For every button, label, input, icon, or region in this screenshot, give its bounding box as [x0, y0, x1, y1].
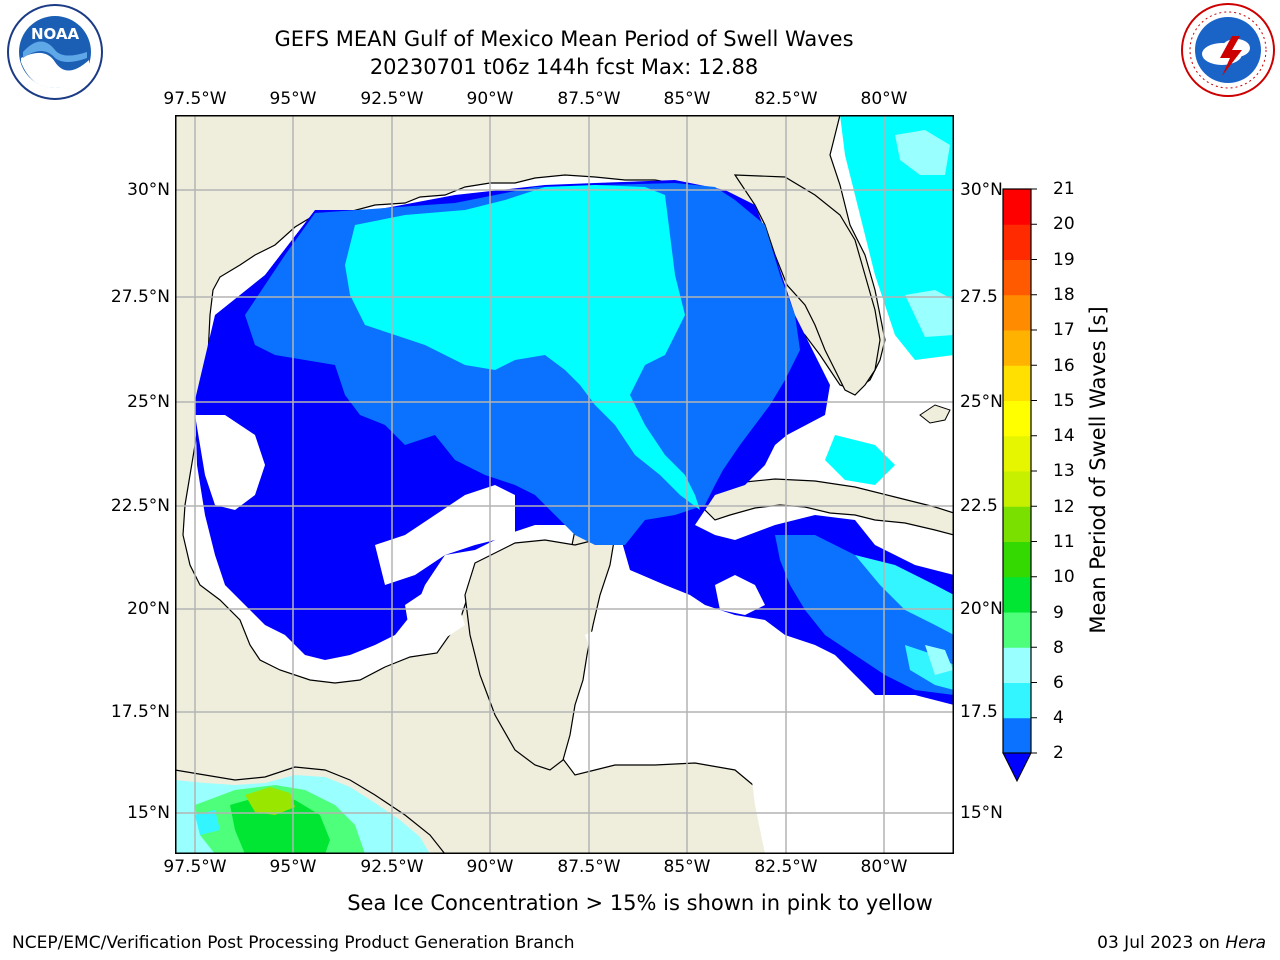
land-florida [733, 174, 881, 396]
lat-label-right: 15°N [960, 803, 1003, 823]
chart-title: GEFS MEAN Gulf of Mexico Mean Period of … [274, 27, 854, 51]
colorbar-cell [1003, 471, 1031, 507]
colorbar-cell [1003, 294, 1031, 331]
colorbar-cell [1003, 647, 1031, 683]
lon-label-top: 85°W [663, 89, 711, 109]
lat-label-left: 30°N [127, 180, 170, 200]
colorbar-tick: 11 [1053, 532, 1075, 552]
colorbar-tick: 18 [1053, 285, 1075, 305]
colorbar-tick: 10 [1053, 567, 1075, 587]
colorbar-cell [1003, 435, 1031, 472]
lon-label-bottom: 92.5°W [360, 857, 424, 877]
colorbar-cell [1003, 365, 1031, 401]
footer-date-text: 03 Jul 2023 on [1097, 933, 1220, 953]
lat-label-left: 22.5°N [110, 496, 170, 516]
noaa-logo: NOAA [7, 4, 103, 100]
colorbar-cell [1003, 189, 1031, 225]
footer-host: Hera [1225, 933, 1266, 953]
colorbar-cell [1003, 682, 1031, 719]
swell-region-4-6 [345, 185, 700, 510]
colorbar-tick: 12 [1053, 497, 1075, 517]
footer-credit: NCEP/EMC/Verification Post Processing Pr… [12, 933, 575, 953]
lon-label-bottom: 90°W [466, 857, 514, 877]
sea-ice-note: Sea Ice Concentration > 15% is shown in … [347, 891, 933, 915]
lon-label-bottom: 82.5°W [754, 857, 818, 877]
lon-label-bottom: 97.5°W [163, 857, 227, 877]
colorbar-tick: 9 [1053, 603, 1064, 623]
map-gridlines [175, 115, 954, 854]
lon-label-top: 95°W [269, 89, 317, 109]
colorbar-tick: 6 [1053, 673, 1064, 693]
colorbar-cell [1003, 717, 1031, 754]
colorbar-tick: 19 [1053, 250, 1075, 270]
lon-label-top: 92.5°W [360, 89, 424, 109]
lat-label-right: 30°N [960, 180, 1003, 200]
colorbar-cell [1003, 400, 1031, 437]
lon-label-top: 87.5°W [557, 89, 621, 109]
colorbar-cell [1003, 612, 1031, 648]
colorbar [1002, 188, 1037, 783]
colorbar-tick: 13 [1053, 461, 1075, 481]
lat-label-right: 20°N [960, 599, 1003, 619]
colorbar-tick: 2 [1053, 743, 1064, 763]
lon-label-bottom: 87.5°W [557, 857, 621, 877]
lon-label-top: 90°W [466, 89, 514, 109]
lon-label-top: 80°W [860, 89, 908, 109]
colorbar-tick: 8 [1053, 638, 1064, 658]
footer-date: 03 Jul 2023 on Hera [1097, 933, 1266, 953]
colorbar-tick: 17 [1053, 320, 1075, 340]
colorbar-label: Mean Period of Swell Waves [s] [1086, 306, 1110, 634]
lat-label-right: 17.5 [960, 702, 998, 722]
lon-label-top: 82.5°W [754, 89, 818, 109]
lon-label-bottom: 95°W [269, 857, 317, 877]
swell-period-map [175, 115, 954, 854]
colorbar-cell [1003, 506, 1031, 542]
land-cuba [704, 478, 954, 536]
lat-label-left: 25°N [127, 392, 170, 412]
lat-label-left: 15°N [127, 803, 170, 823]
lat-label-right: 25°N [960, 392, 1003, 412]
colorbar-tick: 20 [1053, 214, 1075, 234]
lon-label-bottom: 85°W [663, 857, 711, 877]
nws-logo [1181, 3, 1275, 97]
colorbar-cell [1003, 576, 1031, 613]
lon-label-bottom: 80°W [860, 857, 908, 877]
lat-label-left: 20°N [127, 599, 170, 619]
colorbar-cell [1003, 330, 1031, 366]
lat-label-left: 27.5°N [110, 287, 170, 307]
colorbar-cell [1003, 541, 1031, 578]
lat-label-right: 22.5 [960, 496, 998, 516]
colorbar-tick: 15 [1053, 391, 1075, 411]
chart-subtitle: 20230701 t06z 144h fcst Max: 12.88 [369, 55, 759, 79]
colorbar-tick: 16 [1053, 356, 1075, 376]
lon-label-top: 97.5°W [163, 89, 227, 109]
colorbar-tick: 21 [1053, 179, 1075, 199]
lat-label-left: 17.5°N [110, 702, 170, 722]
colorbar-cell [1003, 224, 1031, 260]
colorbar-tick: 14 [1053, 426, 1075, 446]
colorbar-cell [1003, 259, 1031, 296]
svg-text:NOAA: NOAA [31, 25, 80, 43]
lat-label-right: 27.5 [960, 287, 998, 307]
colorbar-tick: 4 [1053, 708, 1064, 728]
